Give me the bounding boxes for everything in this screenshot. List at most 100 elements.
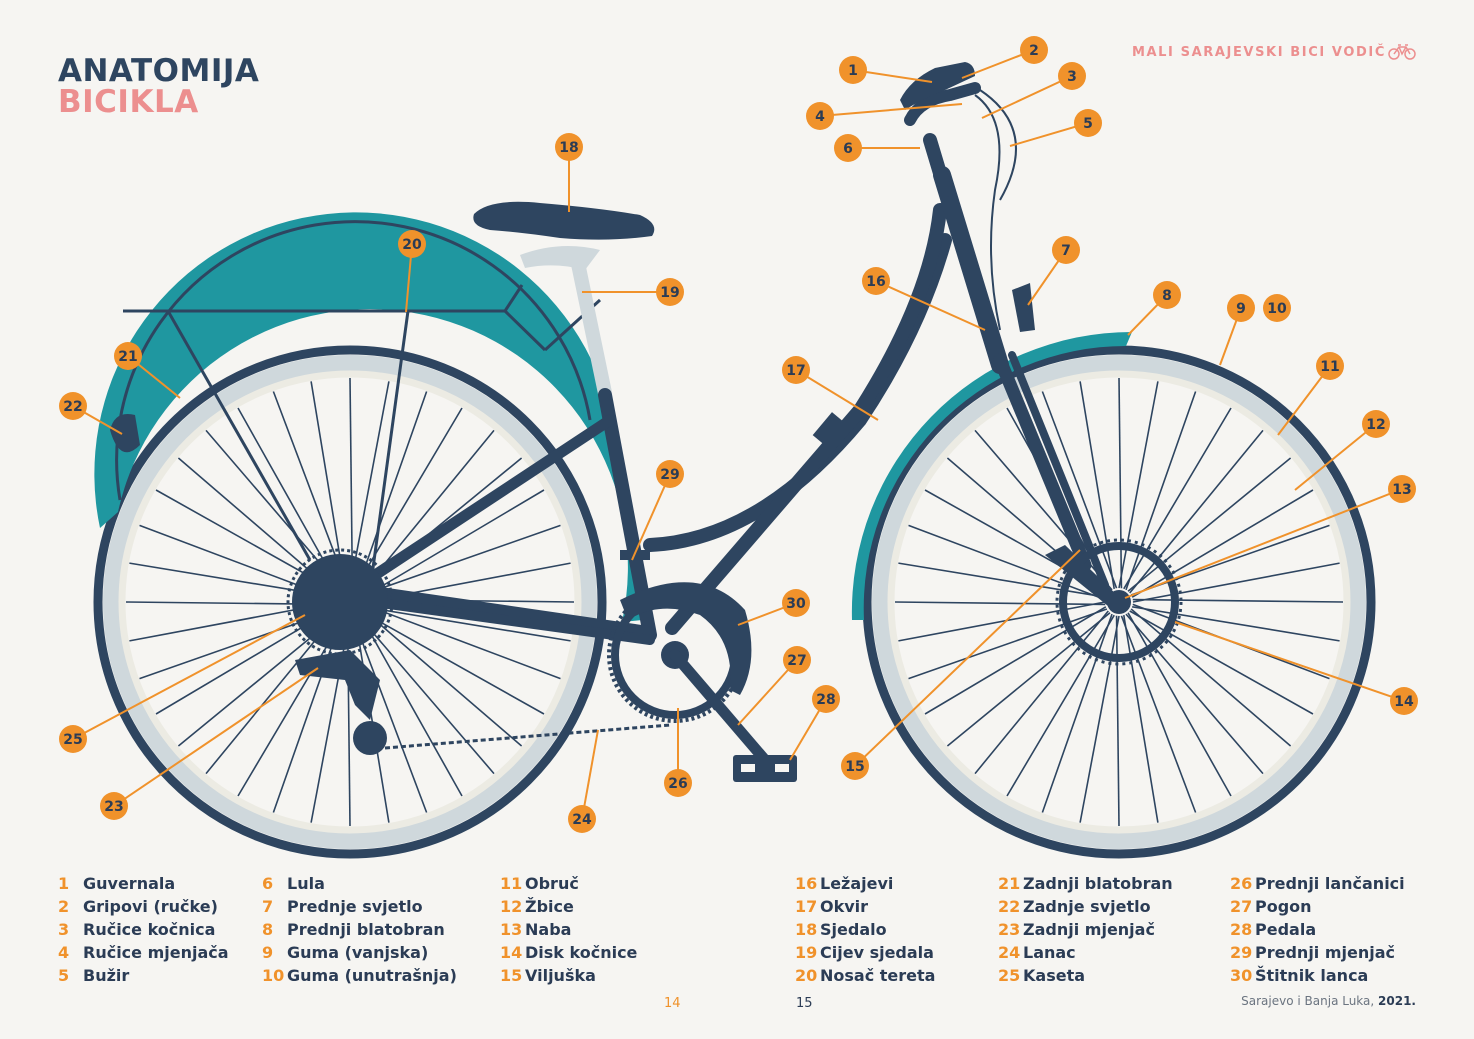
callout-5: 5 — [1009, 109, 1102, 147]
seat-clamp — [520, 246, 600, 270]
callout-number: 18 — [559, 140, 578, 156]
disc-brake — [1059, 542, 1179, 662]
spoke — [358, 612, 463, 797]
spoke — [1131, 489, 1314, 598]
legend-item: 15 Viljuška — [500, 966, 596, 985]
spoke — [310, 615, 351, 823]
saddle — [473, 201, 655, 240]
callout-number: 6 — [843, 141, 853, 157]
crank — [669, 649, 771, 766]
rear-derailleur — [295, 650, 380, 720]
callout-16: 16 — [862, 267, 986, 331]
callout-number: 17 — [786, 363, 805, 379]
spoke — [1125, 613, 1264, 775]
legend-col-1: 1 Guvernala 2 Gripovi (ručke) 3 Ručice kočn… — [58, 872, 229, 987]
spoke — [1041, 391, 1118, 589]
callout-number: 14 — [1394, 694, 1414, 710]
chain-guard — [620, 582, 752, 695]
callout-4: 4 — [806, 102, 963, 130]
legend-item: 3 Ručice kočnica — [58, 920, 216, 939]
callout-number: 12 — [1366, 417, 1385, 433]
callout-30: 30 — [737, 589, 810, 626]
callout-27: 27 — [737, 646, 811, 726]
spoke — [361, 524, 561, 596]
legend-item: 27 Pogon — [1230, 897, 1312, 916]
callout-number: 29 — [660, 467, 679, 483]
callout-number: 22 — [63, 399, 82, 415]
callout-number: 26 — [668, 776, 687, 792]
callout-7: 7 — [1027, 236, 1080, 306]
spoke — [908, 608, 1108, 680]
callout-2: 2 — [961, 36, 1048, 79]
spoke — [356, 613, 495, 775]
callout-number: 11 — [1320, 359, 1339, 375]
spoke — [1130, 608, 1292, 747]
legend-item: 23 Zadnji mjenjač — [998, 920, 1155, 939]
callout-25: 25 — [59, 614, 306, 753]
spoke — [361, 608, 523, 747]
callout-number: 16 — [866, 274, 885, 290]
callout-number: 30 — [786, 596, 806, 612]
header-text: MALI SARAJEVSKI BICI VODIČ — [1131, 45, 1386, 60]
callout-24: 24 — [568, 729, 599, 833]
spoke — [349, 377, 354, 589]
legend-item: 11 Obruč — [500, 874, 579, 893]
callout-number: 27 — [787, 653, 806, 669]
legend-item: 16 Ležajevi — [795, 874, 894, 893]
brake-cable — [974, 94, 1001, 331]
handlebar — [904, 82, 981, 126]
spoke — [1006, 614, 1115, 797]
legend-item: 4 Ručice mjenjača — [58, 943, 229, 962]
title-line-1: ANATOMIJA — [58, 53, 260, 89]
legend-col-6: 26 Prednji lančanici 27 Pogon 28 Pedala 29 P… — [1230, 872, 1405, 987]
legend-item: 13 Naba — [500, 920, 572, 939]
front-light — [1012, 283, 1035, 332]
spoke — [898, 601, 1106, 642]
callout-18: 18 — [555, 133, 583, 212]
callout-22: 22 — [59, 392, 123, 435]
legend-item: 21 Zadnji blatobran — [998, 874, 1173, 893]
spoke — [974, 610, 1109, 775]
legend-col-4: 16 Ležajevi 17 Okvir 18 Sjedalo 19 Cijev sje… — [795, 872, 935, 987]
callout-29: 29 — [631, 460, 684, 561]
callout-number: 25 — [63, 732, 82, 748]
callout-number: 24 — [572, 812, 592, 828]
legend-item: 7 Prednje svjetlo — [262, 897, 423, 916]
spoke — [354, 407, 463, 590]
legend-item: 25 Kaseta — [998, 966, 1086, 985]
callout-number: 8 — [1162, 288, 1172, 304]
legend-item: 17 Okvir — [795, 897, 869, 916]
callout-number: 28 — [816, 692, 835, 708]
rear-fender — [94, 212, 642, 622]
fork-end — [1045, 545, 1120, 606]
spoke — [1123, 407, 1232, 590]
legend-item: 8 Prednji blatobran — [262, 920, 445, 939]
down-tube-brace — [812, 412, 846, 447]
grip — [900, 62, 975, 110]
legend-item: 14 Disk kočnice — [500, 943, 638, 962]
callout-10: 10 — [1263, 294, 1291, 322]
spoke — [1120, 615, 1197, 813]
legend-item: 12 Žbice — [500, 897, 574, 916]
callout-number: 21 — [118, 349, 137, 365]
page-number-left: 14 — [664, 996, 681, 1011]
callout-6: 6 — [834, 134, 920, 162]
legend-item: 20 Nosač tereta — [795, 966, 936, 985]
page-title: ANATOMIJA BICIKLA — [58, 56, 259, 118]
legend-col-2: 6 Lula 7 Prednje svjetlo 8 Prednji blatobra… — [262, 872, 457, 987]
front-wheel — [862, 345, 1376, 859]
spoke — [356, 391, 428, 591]
callout-8: 8 — [1127, 281, 1181, 336]
callout-9: 9 — [1219, 294, 1255, 366]
pedal — [733, 755, 797, 782]
spoke — [1129, 610, 1314, 715]
shift-cable — [979, 89, 1017, 201]
callout-13: 13 — [1124, 475, 1416, 599]
legend-item: 29 Prednji mjenjač — [1230, 943, 1396, 962]
spoke — [1115, 615, 1120, 827]
callout-11: 11 — [1277, 352, 1344, 436]
spoke — [1118, 377, 1123, 589]
spoke — [1079, 381, 1116, 589]
legend-item: 22 Zadnje svjetlo — [998, 897, 1151, 916]
callout-number: 20 — [402, 237, 422, 253]
